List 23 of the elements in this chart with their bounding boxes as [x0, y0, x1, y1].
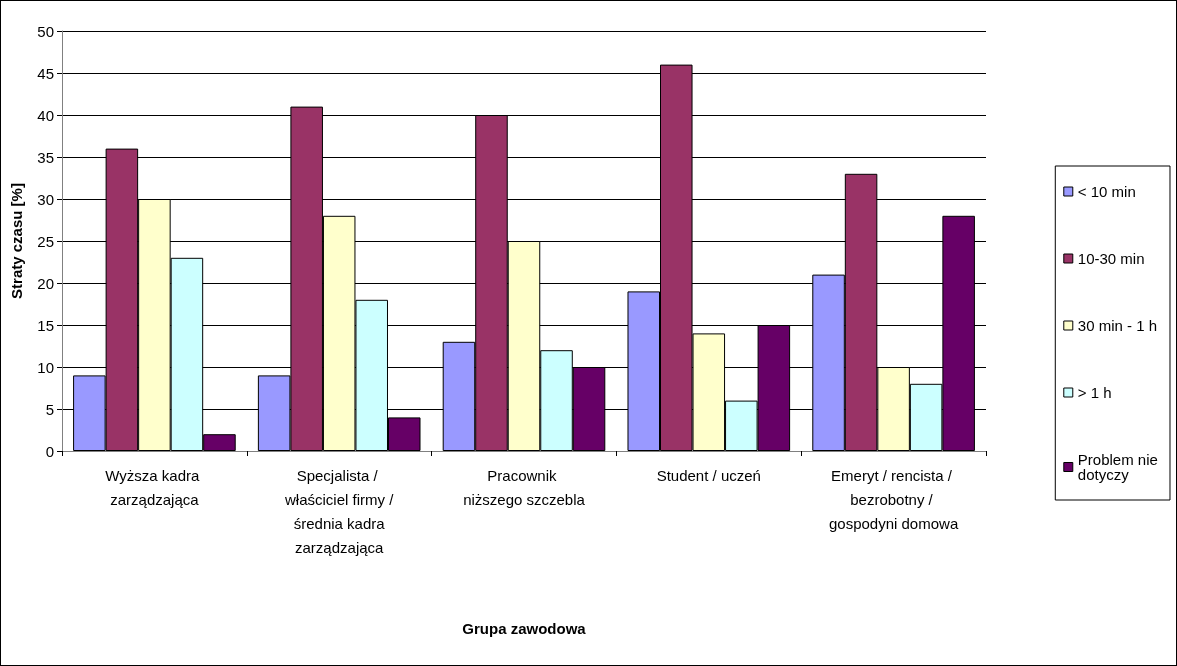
- legend-label: 10-30 min: [1077, 250, 1145, 267]
- y-tick-label: 20: [37, 274, 54, 292]
- legend-label: Problem nie dotyczy: [1077, 451, 1163, 483]
- x-axis-title: Grupa zawodowa: [462, 620, 587, 637]
- legend-label: 30 min - 1 h: [1077, 317, 1158, 334]
- x-tick-label: Specjalista / właściciel firmy / średnia kadra zarządzająca: [284, 466, 395, 556]
- x-tick-label: Pracownik niższego szczebla: [463, 466, 586, 508]
- y-axis-title: Straty czasu [%]: [8, 183, 25, 299]
- y-tick-label: 30: [37, 190, 54, 208]
- y-tick-label: 10: [37, 358, 54, 376]
- legend-label: < 10 min: [1077, 183, 1136, 200]
- x-tick-label: Student / uczeń: [656, 466, 761, 484]
- y-tick-label: 0: [45, 442, 54, 460]
- y-tick-label: 15: [37, 316, 54, 334]
- y-tick-label: 35: [37, 148, 54, 166]
- x-tick-label: Emeryt / rencista / bezrobotny / gospodyni domowa: [828, 466, 959, 532]
- legend-label: > 1 h: [1077, 384, 1112, 401]
- x-tick-label: Wyższa kadra zarządzająca: [105, 466, 204, 508]
- y-tick-label: 5: [45, 400, 54, 418]
- y-tick-label: 50: [37, 22, 54, 40]
- y-tick-label: 45: [37, 64, 54, 82]
- y-tick-label: 25: [37, 232, 54, 250]
- y-tick-label: 40: [37, 106, 54, 124]
